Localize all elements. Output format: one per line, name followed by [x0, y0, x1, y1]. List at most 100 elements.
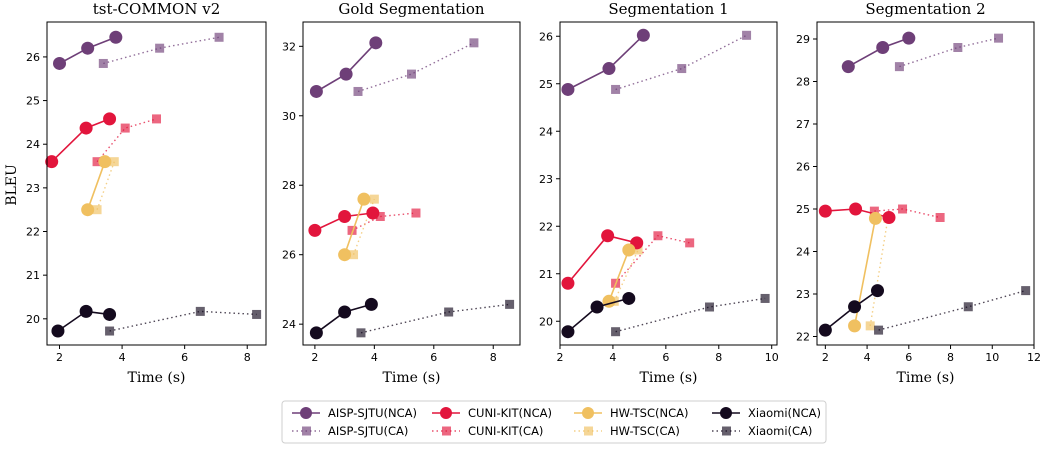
y-tick-label: 23 [539, 173, 553, 186]
data-point [357, 192, 371, 206]
x-tick-label: 6 [181, 351, 188, 364]
series-line [899, 37, 999, 68]
data-point [953, 43, 963, 52]
x-axis-label: Time (s) [897, 370, 955, 386]
legend-marker [722, 426, 731, 436]
x-tick-label: 4 [119, 351, 126, 364]
data-point [622, 243, 636, 257]
y-tick-label: 29 [796, 33, 810, 46]
data-point [653, 231, 663, 241]
chart-title: Segmentation 2 [865, 0, 985, 18]
y-tick-label: 24 [539, 125, 553, 138]
data-point [760, 293, 770, 303]
series-line [343, 198, 365, 255]
x-tick-label: 6 [430, 351, 437, 364]
series-line [103, 36, 220, 65]
data-point [935, 213, 945, 222]
y-tick-label: 26 [539, 30, 553, 43]
data-point [214, 32, 224, 42]
data-point [994, 33, 1004, 43]
data-point [45, 155, 59, 169]
series-cuni-kit-ca [869, 204, 945, 222]
data-point [309, 326, 323, 340]
y-tick-label: 25 [796, 203, 810, 216]
data-point [103, 112, 117, 126]
data-point [347, 225, 357, 235]
y-tick-label: 24 [26, 138, 40, 151]
series-aisp-sjtu-ca [894, 33, 1004, 72]
data-point [865, 321, 875, 331]
x-tick-label: 2 [311, 351, 318, 364]
y-tick-label: 21 [539, 268, 553, 281]
data-point [636, 28, 650, 42]
legend-item: Xiaomi(NCA) [712, 406, 821, 420]
y-tick-label: 23 [796, 288, 810, 301]
data-point [152, 114, 161, 124]
data-point [1021, 286, 1031, 296]
data-point [155, 43, 165, 53]
data-point [353, 86, 363, 96]
series-line [869, 218, 889, 327]
series-line [567, 34, 644, 91]
y-tick-label: 30 [282, 110, 296, 123]
legend-item: HW-TSC(CA) [574, 424, 680, 438]
series-line [96, 161, 115, 210]
y-tick-label: 27 [796, 118, 810, 131]
legend-item: AISP-SJTU(CA) [292, 424, 408, 438]
data-point [561, 325, 575, 339]
x-tick-label: 10 [985, 351, 999, 364]
legend-item: AISP-SJTU(NCA) [292, 406, 417, 420]
data-point [818, 323, 832, 337]
data-point [894, 62, 904, 72]
series-xiaomi-ca [874, 286, 1031, 335]
series-hw-tsc-ca [92, 157, 119, 215]
data-point [92, 157, 102, 167]
plot-frame [816, 21, 1035, 346]
y-tick-label: 22 [796, 331, 810, 344]
data-point [81, 203, 95, 217]
series-aisp-sjtu-ca [353, 38, 479, 96]
legend: AISP-SJTU(NCA) AISP-SJTU(CA) CUNI-KIT(NCA)… [281, 400, 827, 444]
legend-label: CUNI-KIT(NCA) [468, 406, 552, 420]
chart-title: Gold Segmentation [338, 0, 485, 18]
y-tick-label: 26 [796, 161, 810, 174]
data-point [79, 121, 93, 135]
x-tick-label: 8 [490, 351, 497, 364]
series-line [96, 118, 157, 163]
data-point [902, 31, 916, 45]
series-xiaomi-nca [561, 291, 636, 339]
legend-label: Xiaomi(CA) [748, 424, 812, 438]
data-point [338, 305, 352, 319]
x-tick-label: 6 [905, 351, 912, 364]
series-cuni-kit-nca [45, 112, 117, 169]
series-hw-tsc-nca [602, 243, 636, 308]
chart-title: Segmentation 1 [608, 0, 728, 18]
data-point [364, 297, 378, 311]
data-point [375, 211, 385, 221]
data-point [848, 319, 862, 333]
legend-marker [720, 407, 732, 419]
series-line [357, 42, 475, 93]
y-tick-label: 24 [796, 246, 810, 259]
y-tick-label: 20 [26, 313, 40, 326]
data-point [561, 82, 575, 96]
series-aisp-sjtu-nca [841, 31, 916, 74]
data-point [869, 206, 879, 216]
data-point [120, 123, 130, 133]
plot-frame [302, 21, 521, 346]
legend-label: HW-TSC(NCA) [610, 406, 688, 420]
x-tick-label: 12 [1027, 351, 1041, 364]
data-point [369, 194, 379, 204]
data-point [685, 238, 695, 248]
x-axis-label: Time (s) [640, 370, 698, 386]
data-point [705, 302, 715, 312]
series-aisp-sjtu-nca [309, 36, 383, 98]
series-line [615, 297, 766, 333]
data-point [109, 30, 123, 44]
y-tick-label: 25 [26, 95, 40, 108]
data-point [444, 307, 454, 317]
legend-marker [584, 426, 593, 436]
